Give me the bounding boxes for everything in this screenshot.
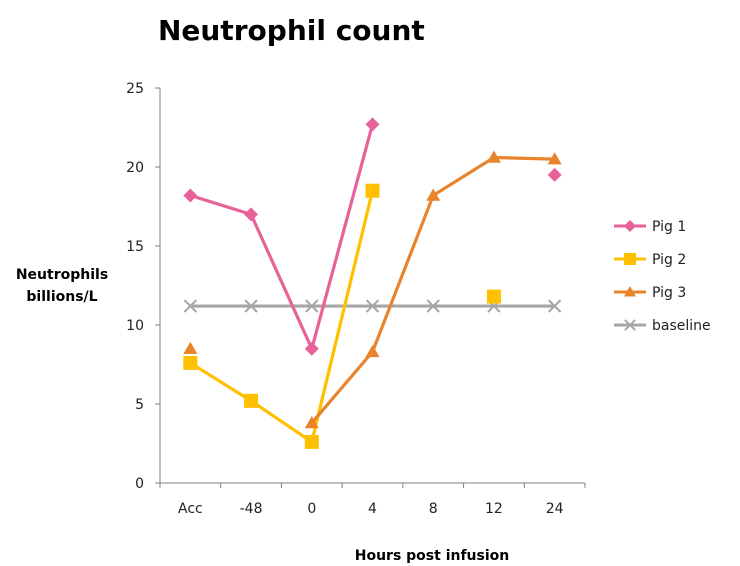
x-marker-stroke	[547, 299, 562, 313]
x-marker-stroke	[426, 299, 440, 313]
x-marker-stroke	[183, 299, 198, 313]
series-pig-3	[183, 150, 562, 429]
legend-swatch-marker	[624, 253, 636, 265]
baseline-point	[183, 299, 198, 313]
pig-3-line-segment	[492, 155, 557, 161]
pig-2-line-segment	[188, 361, 253, 403]
pig-1-point	[547, 167, 562, 182]
series-baseline	[183, 299, 562, 313]
pig-2-point	[365, 183, 380, 198]
pig-3-line-segment	[431, 155, 496, 198]
chart-title: Neutrophil count	[158, 14, 425, 47]
series-pig-1	[183, 117, 562, 356]
legend-label: Pig 2	[652, 252, 686, 268]
y-tick-label: 5	[135, 397, 144, 413]
plot-axes: 0 5 10 15 20 25 Acc -48 0 4 8 12 24	[126, 81, 586, 517]
baseline-point	[426, 299, 440, 313]
x-tick-label: -48	[240, 501, 263, 517]
pig-2-line-segment	[310, 189, 375, 444]
y-tick-label: 10	[126, 318, 144, 334]
pig-2-point	[486, 289, 501, 304]
pig-2-point	[244, 393, 259, 408]
x-tick-label: 8	[429, 501, 438, 517]
pig-2-point	[183, 355, 198, 370]
pig-1-point	[244, 207, 259, 222]
baseline-point	[547, 299, 562, 313]
series-pig-2	[183, 183, 501, 449]
x-marker-stroke	[624, 319, 636, 331]
pig-3-point	[304, 415, 319, 429]
legend: Pig 1 Pig 2 Pig 3 baseline	[614, 219, 711, 334]
legend-item-baseline: baseline	[614, 318, 711, 334]
pig-3-point	[426, 188, 441, 201]
x-marker-stroke	[305, 299, 319, 313]
pig-1-line-segment	[188, 193, 253, 216]
pig-2-point	[304, 434, 319, 449]
y-tick-label: 0	[135, 476, 144, 492]
pig-1-line-segment	[310, 122, 375, 351]
legend-swatch-marker	[624, 286, 636, 297]
y-tick-label: 15	[126, 239, 144, 255]
pig-1-point	[183, 188, 198, 203]
legend-item-pig-3: Pig 3	[614, 285, 686, 301]
pig-1-point	[304, 341, 319, 356]
pig-1-line-segment	[249, 212, 314, 351]
x-tick-label: 24	[546, 501, 564, 517]
y-axis-label-line2: billions/L	[26, 289, 97, 305]
legend-item-pig-2: Pig 2	[614, 252, 686, 268]
pig-1-point	[365, 117, 380, 132]
legend-swatch-marker	[624, 220, 636, 232]
legend-label: Pig 1	[652, 219, 686, 235]
pig-3-point	[486, 150, 501, 163]
x-tick-label: 4	[368, 501, 377, 517]
legend-swatch-marker	[624, 319, 636, 331]
x-tick-label: 0	[307, 501, 316, 517]
pig-3-line-segment	[370, 193, 435, 354]
pig-3-point	[547, 152, 562, 165]
x-axis-label: Hours post infusion	[355, 548, 510, 564]
pig-2-line-segment	[249, 399, 314, 444]
pig-3-point	[365, 344, 380, 358]
y-tick-label: 20	[126, 160, 144, 176]
x-tick-label: Acc	[178, 501, 203, 517]
legend-label: baseline	[652, 318, 711, 334]
y-tick-label: 25	[126, 81, 144, 97]
series-layer	[183, 117, 562, 449]
x-tick-label: 12	[485, 501, 503, 517]
pig-3-line-segment	[310, 350, 375, 425]
legend-item-pig-1: Pig 1	[614, 219, 686, 235]
baseline-point	[244, 299, 258, 313]
baseline-point	[365, 299, 380, 313]
y-axis-label-line1: Neutrophils	[16, 267, 108, 283]
baseline-point	[305, 299, 319, 313]
legend-label: Pig 3	[652, 285, 686, 301]
pig-3-point	[183, 341, 198, 354]
x-marker-stroke	[365, 299, 380, 313]
x-marker-stroke	[244, 299, 258, 313]
